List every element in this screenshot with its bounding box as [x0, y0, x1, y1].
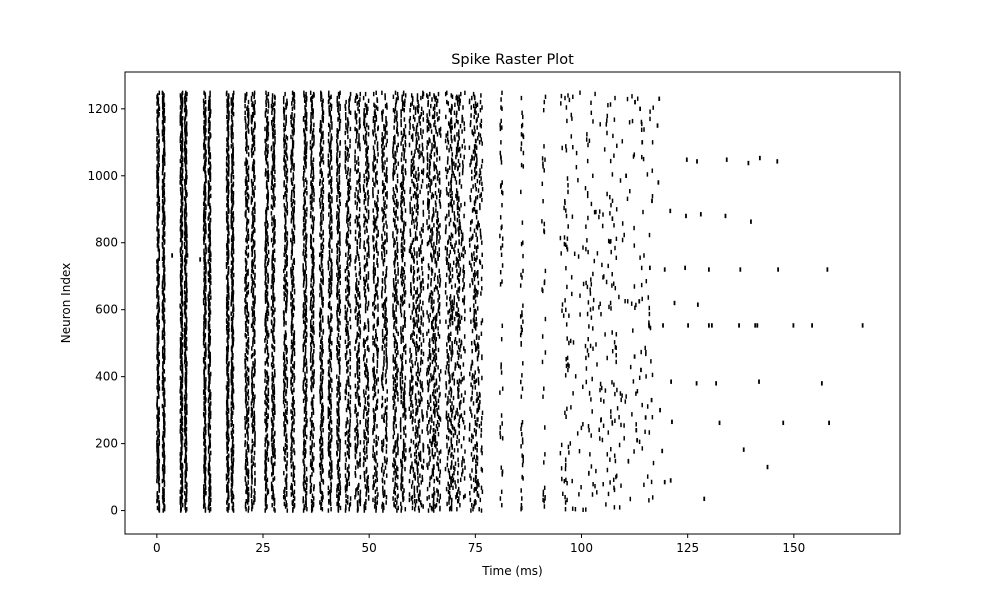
x-axis-ticks: 0 25 50 75 100 125 150 [153, 534, 805, 555]
x-tick-label: 0 [153, 541, 161, 555]
spike-volleys [156, 90, 655, 513]
chart-title: Spike Raster Plot [451, 52, 574, 68]
x-tick-label: 125 [676, 541, 699, 555]
x-tick-label: 25 [255, 541, 270, 555]
y-axis-label: Neuron Index [59, 263, 73, 343]
spike-layer [156, 90, 864, 513]
y-tick-label: 200 [95, 437, 118, 451]
x-tick-label: 50 [362, 541, 377, 555]
x-tick-label: 75 [468, 541, 483, 555]
x-axis-label: Time (ms) [481, 564, 543, 578]
plot-frame [124, 71, 901, 535]
y-tick-label: 1000 [87, 169, 118, 183]
y-axis-ticks: 0 200 400 600 800 1000 1200 [87, 102, 125, 518]
x-tick-label: 150 [782, 541, 805, 555]
y-tick-label: 400 [95, 370, 118, 384]
y-tick-label: 1200 [87, 102, 118, 116]
y-tick-label: 800 [95, 236, 118, 250]
y-tick-label: 600 [95, 303, 118, 317]
y-tick-label: 0 [110, 504, 118, 518]
x-tick-label: 100 [570, 541, 593, 555]
